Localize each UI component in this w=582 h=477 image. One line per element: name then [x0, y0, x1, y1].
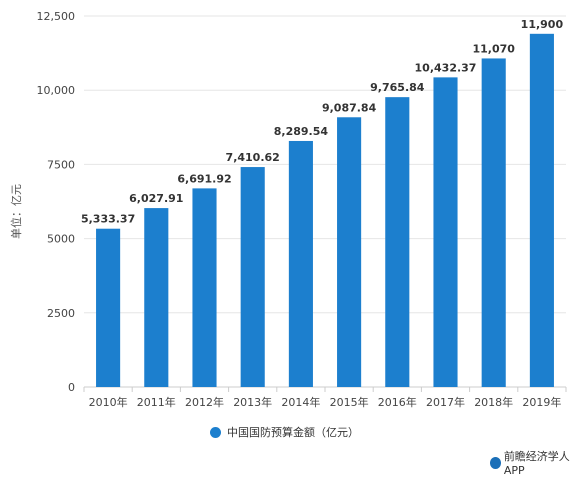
y-axis-title: 单位：亿元 [9, 184, 23, 239]
x-tick-label: 2010年 [89, 395, 128, 409]
bar [240, 167, 265, 387]
data-label: 9,087.84 [322, 101, 377, 114]
data-label: 9,765.84 [370, 81, 425, 94]
x-tick-label: 2017年 [426, 395, 465, 409]
y-tick-label: 10,000 [37, 84, 76, 97]
bar [288, 140, 313, 387]
source-credit: 前瞻经济学人APP [490, 448, 582, 477]
bar-chart: 0 2500 5000 7500 10,000 12,500 单位：亿元 5,333.37 20… [9, 10, 567, 409]
data-label: 11,900 [521, 18, 564, 31]
x-tick-label: 2013年 [233, 395, 272, 409]
x-tick-label: 2016年 [378, 395, 417, 409]
bar [385, 97, 410, 387]
source-text: 前瞻经济学人APP [503, 450, 570, 477]
legend: 中国国防预算金额（亿元） [210, 424, 359, 440]
y-tick-label: 12,500 [37, 10, 76, 23]
bar [433, 77, 458, 388]
y-tick-label: 7500 [47, 158, 75, 171]
x-tick-label: 2014年 [281, 395, 320, 409]
legend-label: 中国国防预算金额（亿元） [227, 426, 359, 439]
bar [481, 58, 506, 388]
bar [529, 33, 554, 388]
data-label: 7,410.62 [226, 151, 280, 164]
x-tick-label: 2012年 [185, 395, 224, 409]
y-tick-label: 2500 [47, 307, 75, 320]
data-label: 6,027.91 [129, 192, 183, 205]
data-label: 6,691.92 [177, 172, 231, 185]
bar [192, 188, 217, 387]
data-label: 8,289.54 [274, 125, 329, 138]
data-label: 5,333.37 [81, 213, 135, 226]
data-label: 10,432.37 [415, 61, 477, 74]
bar [96, 228, 121, 387]
y-tick-label: 0 [68, 381, 75, 394]
x-tick-label: 2015年 [330, 395, 369, 409]
bar [144, 208, 169, 387]
legend-marker [210, 426, 221, 438]
x-tick-label: 2011年 [137, 395, 176, 409]
bar [337, 117, 362, 387]
data-label: 11,070 [472, 42, 515, 55]
x-tick-label: 2019年 [522, 395, 561, 409]
qianzhan-logo-icon [490, 456, 501, 469]
y-tick-label: 5000 [47, 233, 75, 246]
x-tick-label: 2018年 [474, 395, 513, 409]
